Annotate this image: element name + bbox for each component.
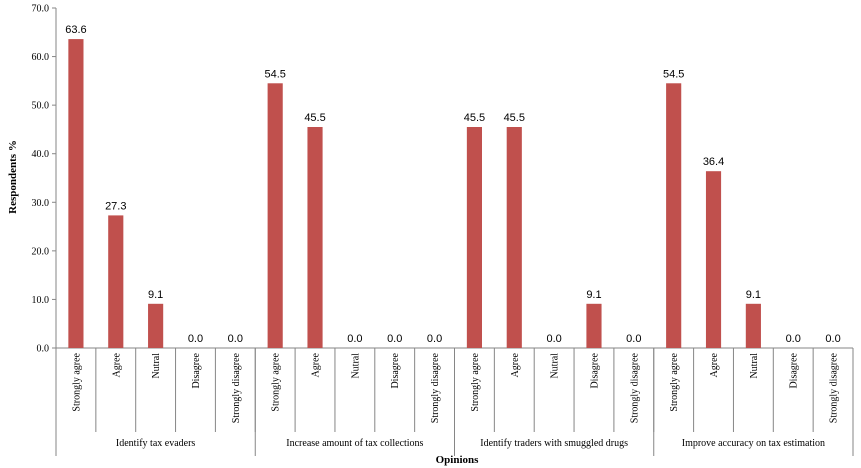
data-label: 0.0	[786, 333, 801, 345]
bar	[108, 215, 124, 348]
bar	[745, 303, 761, 348]
bar	[506, 127, 522, 348]
category-label: Strongly disagree	[231, 352, 242, 423]
data-label: 0.0	[626, 333, 641, 345]
bar	[586, 303, 602, 348]
data-label: 0.0	[228, 333, 243, 345]
category-label: Nutral	[550, 353, 561, 379]
group-label: Improve accuracy on tax estimation	[682, 438, 825, 449]
bar	[267, 83, 283, 349]
bar	[666, 83, 682, 349]
data-label: 9.1	[148, 289, 163, 301]
data-label: 45.5	[504, 112, 525, 124]
y-tick-label: 40.0	[32, 149, 50, 160]
bar	[705, 171, 722, 348]
data-label: 0.0	[825, 333, 840, 345]
category-label: Strongly disagree	[829, 352, 840, 423]
data-label: 63.6	[65, 24, 86, 36]
y-tick-label: 70.0	[32, 4, 50, 15]
category-label: Strongly agree	[669, 352, 680, 411]
category-label: Agree	[311, 352, 322, 377]
category-label: Disagree	[789, 352, 800, 388]
category-label: Nutral	[350, 353, 361, 379]
category-label: Strongly disagree	[629, 352, 640, 423]
data-label: 27.3	[105, 200, 126, 212]
category-label: Disagree	[390, 352, 401, 388]
bar	[148, 303, 164, 348]
data-label: 9.1	[586, 289, 601, 301]
data-label: 0.0	[546, 333, 561, 345]
group-label: Increase amount of tax collections	[286, 438, 423, 449]
group-label: Identify traders with smuggled drugs	[480, 438, 628, 449]
category-label: Disagree	[191, 352, 202, 388]
y-axis-title: Respondents %	[7, 140, 19, 214]
category-label: Agree	[111, 352, 122, 377]
data-label: 0.0	[188, 333, 203, 345]
y-tick-label: 30.0	[32, 198, 50, 209]
x-axis-title: Opinions	[436, 454, 480, 466]
category-label: Strongly agree	[271, 352, 282, 411]
y-tick-label: 0.0	[37, 344, 50, 355]
data-label: 54.5	[663, 68, 684, 80]
bar	[68, 39, 84, 348]
data-label: 45.5	[304, 112, 325, 124]
y-tick-label: 60.0	[32, 52, 50, 63]
bar	[466, 127, 482, 348]
category-label: Agree	[709, 352, 720, 377]
y-tick-label: 50.0	[32, 101, 50, 112]
category-label: Strongly disagree	[430, 352, 441, 423]
data-label: 0.0	[347, 333, 362, 345]
category-label: Strongly agree	[71, 352, 82, 411]
category-label: Agree	[510, 352, 521, 377]
category-label: Nutral	[151, 353, 162, 379]
data-label: 45.5	[464, 112, 485, 124]
data-label: 9.1	[746, 289, 761, 301]
plot-area: 0.0 10.0 20.0 30.0 40.0 50.0 60.0 70.0 63.6 Stron…	[32, 4, 854, 456]
category-label: Strongly agree	[470, 352, 481, 411]
y-tick-label: 20.0	[32, 246, 50, 257]
category-label: Nutral	[749, 353, 760, 379]
data-label: 0.0	[427, 333, 442, 345]
data-label: 0.0	[387, 333, 402, 345]
bar	[307, 127, 323, 348]
data-label: 54.5	[264, 68, 285, 80]
data-label: 36.4	[703, 156, 724, 168]
y-tick-label: 10.0	[32, 295, 50, 306]
category-label: Disagree	[589, 352, 600, 388]
group-label: Identify tax evaders	[116, 438, 196, 449]
